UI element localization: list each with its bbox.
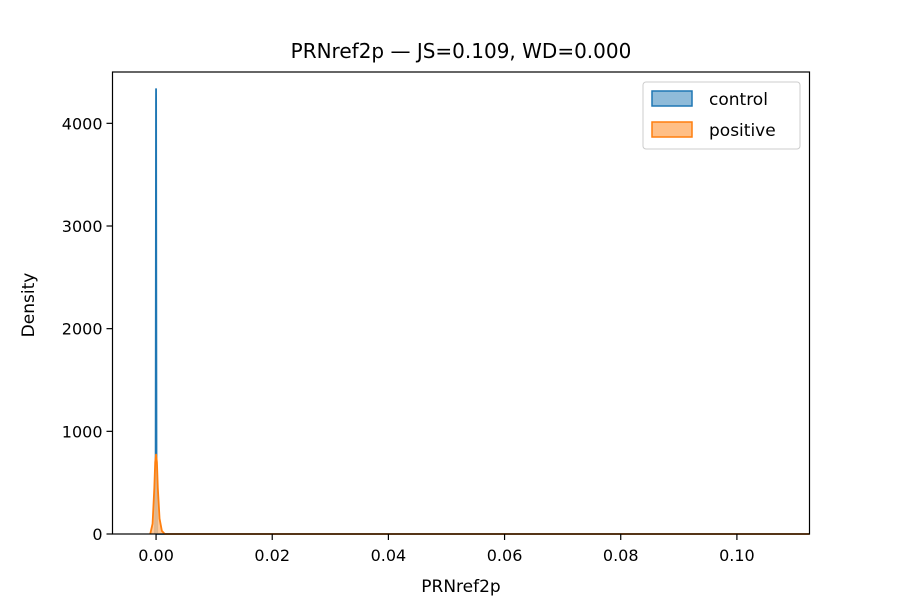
x-tick-label: 0.00 [138, 546, 174, 565]
legend: control positive [642, 81, 801, 150]
series-layer [149, 88, 810, 535]
y-axis: 0 1000 2000 3000 4000 [62, 114, 113, 544]
legend-swatch-positive [651, 121, 693, 138]
y-axis-label: Density [19, 273, 39, 338]
plot-area [111, 71, 811, 535]
x-axis: 0.00 0.02 0.04 0.06 0.08 0.10 [138, 534, 755, 565]
legend-label-control: control [709, 90, 768, 110]
x-tick-label: 0.10 [719, 546, 755, 565]
x-tick-label: 0.04 [371, 546, 407, 565]
y-tick-label: 2000 [62, 320, 103, 339]
chart-title: PRNref2p — JS=0.109, WD=0.000 [291, 39, 632, 63]
x-tick-label: 0.06 [487, 546, 523, 565]
y-tick-label: 0 [92, 525, 102, 544]
x-tick-label: 0.08 [603, 546, 639, 565]
y-tick-label: 3000 [62, 217, 103, 236]
x-tick-label: 0.02 [254, 546, 290, 565]
y-tick-label: 4000 [62, 114, 103, 133]
legend-swatch-control [651, 90, 693, 107]
y-tick-label: 1000 [62, 422, 103, 441]
plot-frame [111, 71, 811, 535]
density-line-positive [149, 453, 810, 535]
legend-label-positive: positive [709, 121, 776, 141]
x-axis-label: PRNref2p [421, 577, 500, 597]
